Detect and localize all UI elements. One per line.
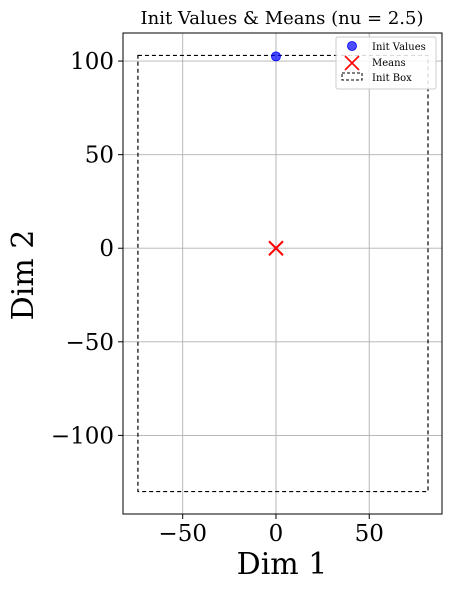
- plot-frame: [122, 32, 443, 515]
- legend-init-box-marker: [341, 72, 363, 81]
- y-axis-label: Dim 2: [6, 230, 41, 321]
- x-tick-label: −50: [158, 521, 207, 547]
- y-tick-label: −100: [51, 423, 114, 449]
- x-axis-ticks: −50 0 50: [158, 514, 384, 547]
- legend-init-box-label: Init Box: [372, 73, 412, 84]
- init-value-point: [271, 51, 281, 62]
- init-box-layer: [137, 54, 429, 493]
- legend-frame: [335, 36, 437, 90]
- legend-means-label: Means: [372, 58, 406, 69]
- y-axis-ticks: −100 −50 0 50 100: [51, 49, 123, 449]
- x-tick-label: 50: [355, 521, 384, 547]
- legend: Init Values Means Init Box: [335, 36, 437, 90]
- legend-init-values-label: Init Values: [372, 42, 426, 53]
- legend-means-marker: [344, 55, 360, 71]
- legend-init-values-marker: [347, 41, 357, 51]
- init-box: [137, 54, 429, 493]
- mean-marker: [268, 240, 284, 256]
- y-tick-label: 50: [85, 143, 114, 169]
- y-tick-label: 0: [99, 236, 114, 262]
- x-tick-label: 0: [269, 521, 284, 547]
- y-tick-label: 100: [70, 49, 114, 75]
- y-tick-label: −50: [65, 330, 114, 356]
- chart-title: Init Values & Means (nu = 2.5): [141, 8, 424, 29]
- x-axis-label: Dim 1: [237, 547, 328, 582]
- grid-lines: [123, 33, 442, 514]
- data-marks: [268, 51, 284, 256]
